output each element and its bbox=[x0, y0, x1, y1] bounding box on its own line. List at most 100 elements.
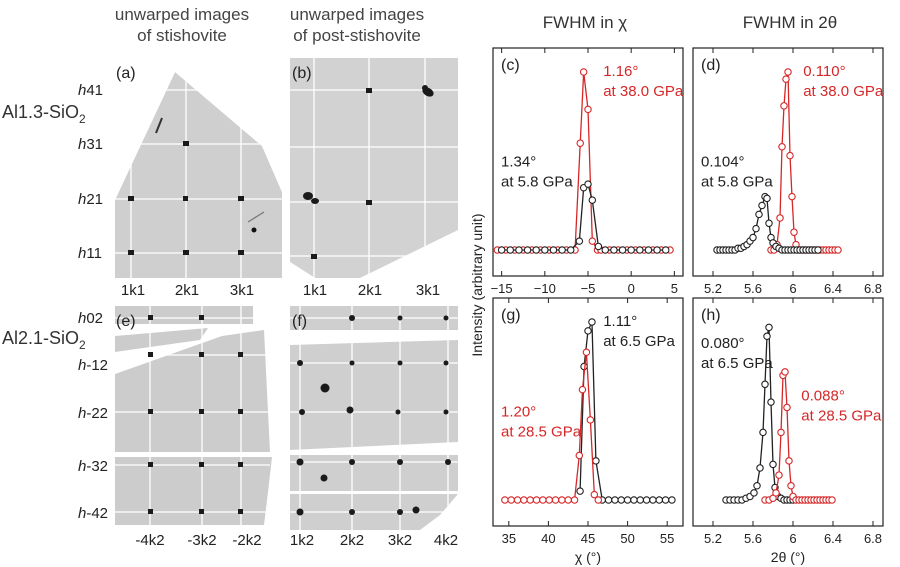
chart-g: 35 40 45 50 55 (g) χ (°) 1.11° at 6.5 GPa 1.20° at… bbox=[492, 297, 684, 565]
data-point bbox=[790, 228, 798, 236]
data-point bbox=[661, 496, 670, 504]
x-tick-label: −5 bbox=[581, 281, 596, 296]
data-point bbox=[507, 496, 515, 504]
data-point bbox=[513, 496, 522, 504]
panel-a-image bbox=[93, 60, 282, 280]
data-point bbox=[604, 496, 613, 504]
x-tick-label: 6.4 bbox=[824, 531, 842, 546]
data-point bbox=[576, 139, 584, 147]
panel-f-letter: (f) bbox=[292, 313, 307, 330]
data-point bbox=[618, 246, 627, 254]
row-label-h-22: h-22 bbox=[78, 405, 108, 422]
data-point bbox=[761, 380, 769, 389]
x-tick-label: −15 bbox=[491, 281, 513, 296]
row-label-h-32: h-32 bbox=[78, 458, 108, 475]
annotation-text: at 38.0 GPa bbox=[803, 83, 884, 100]
x-axis-label: 2θ (°) bbox=[771, 549, 805, 565]
data-point bbox=[506, 246, 515, 254]
data-point bbox=[590, 490, 599, 499]
annotation-text: 0.088° bbox=[801, 388, 845, 405]
data-point bbox=[564, 496, 572, 504]
data-point bbox=[594, 496, 603, 504]
series-line bbox=[501, 182, 666, 251]
data-point bbox=[814, 246, 822, 254]
data-point bbox=[785, 457, 793, 465]
data-point bbox=[763, 194, 771, 203]
plot-frame bbox=[692, 297, 884, 527]
row-label-h41: h41 bbox=[78, 82, 103, 99]
col-label-b-3: 3k1 bbox=[416, 282, 440, 299]
data-point bbox=[755, 210, 763, 219]
data-point bbox=[765, 219, 773, 228]
col-label-e-1: -4k2 bbox=[135, 532, 164, 549]
data-point bbox=[758, 201, 766, 210]
data-point bbox=[601, 246, 610, 254]
data-point bbox=[782, 75, 790, 83]
data-point bbox=[769, 460, 777, 469]
data-point bbox=[623, 496, 632, 504]
data-point bbox=[588, 318, 596, 326]
series-line bbox=[726, 327, 793, 501]
row-label-h-42: h-42 bbox=[78, 505, 108, 522]
col-label-e-2: -3k2 bbox=[187, 532, 216, 549]
data-point bbox=[588, 196, 597, 204]
row-label-h-12: h-12 bbox=[78, 357, 108, 374]
data-point bbox=[750, 489, 758, 497]
data-point bbox=[594, 242, 603, 251]
header-a-line2: of stishovite bbox=[137, 26, 227, 45]
data-point bbox=[588, 237, 597, 245]
data-point bbox=[752, 224, 760, 233]
data-point bbox=[578, 385, 587, 394]
annotation-text: 1.11° bbox=[603, 313, 637, 330]
data-point bbox=[788, 192, 796, 201]
data-point bbox=[579, 68, 588, 76]
col-label-a-1: 1k1 bbox=[121, 282, 145, 299]
data-point bbox=[545, 496, 553, 504]
sample-label-top: Al1.3-SiO2 bbox=[2, 102, 86, 126]
row-label-h02: h02 bbox=[78, 310, 103, 327]
data-point bbox=[778, 143, 786, 151]
x-tick-label: 45 bbox=[581, 531, 595, 546]
chart-h: 5.2 5.6 6 6.4 6.8 (h) 2θ (°) 0.080° at 6.5 GPa 0.… bbox=[692, 297, 884, 565]
annotation-text: 0.080° bbox=[701, 335, 745, 352]
annotation-text: 1.34° bbox=[501, 154, 536, 171]
data-point bbox=[780, 102, 788, 110]
data-point bbox=[611, 496, 619, 504]
data-point bbox=[610, 246, 618, 254]
annotation-text: 1.16° bbox=[603, 63, 638, 80]
col-label-f-4: 4k2 bbox=[434, 532, 458, 549]
data-point bbox=[584, 327, 592, 335]
x-tick-label: 55 bbox=[660, 531, 674, 546]
data-point bbox=[636, 496, 644, 504]
header-b-line2: of post-stishovite bbox=[293, 26, 421, 45]
annotation-text: at 38.0 GPa bbox=[603, 83, 684, 100]
plot-frame bbox=[692, 47, 884, 277]
data-point bbox=[786, 151, 794, 160]
col-label-b-2: 2k1 bbox=[358, 282, 382, 299]
data-point bbox=[767, 398, 775, 406]
col-label-f-1: 1k2 bbox=[290, 532, 314, 549]
x-tick-label: 5.6 bbox=[744, 281, 762, 296]
data-point bbox=[776, 214, 784, 222]
data-point bbox=[570, 496, 579, 504]
data-point bbox=[783, 403, 791, 412]
data-point bbox=[582, 348, 591, 357]
chart-c: −15 −10 −5 0 5 (c) 1.16° at 38.0 GPa 1.34° at 5.8… bbox=[491, 47, 684, 296]
data-point bbox=[787, 482, 795, 490]
data-point bbox=[497, 246, 506, 254]
row-label-h31: h31 bbox=[78, 136, 103, 153]
col-label-b-1: 1k1 bbox=[303, 282, 327, 299]
x-tick-label: 6 bbox=[789, 531, 796, 546]
data-point bbox=[627, 246, 635, 254]
data-point bbox=[520, 496, 528, 504]
data-point bbox=[558, 246, 566, 254]
data-point bbox=[576, 487, 584, 495]
data-point bbox=[636, 246, 644, 254]
x-tick-label: 5.6 bbox=[744, 531, 762, 546]
annotation-text: at 5.8 GPa bbox=[701, 174, 773, 191]
col-label-a-2: 2k1 bbox=[175, 282, 199, 299]
data-point bbox=[586, 416, 595, 424]
annotation-text: at 6.5 GPa bbox=[701, 355, 773, 372]
row-label-h11: h11 bbox=[78, 245, 102, 262]
data-point bbox=[501, 496, 509, 504]
